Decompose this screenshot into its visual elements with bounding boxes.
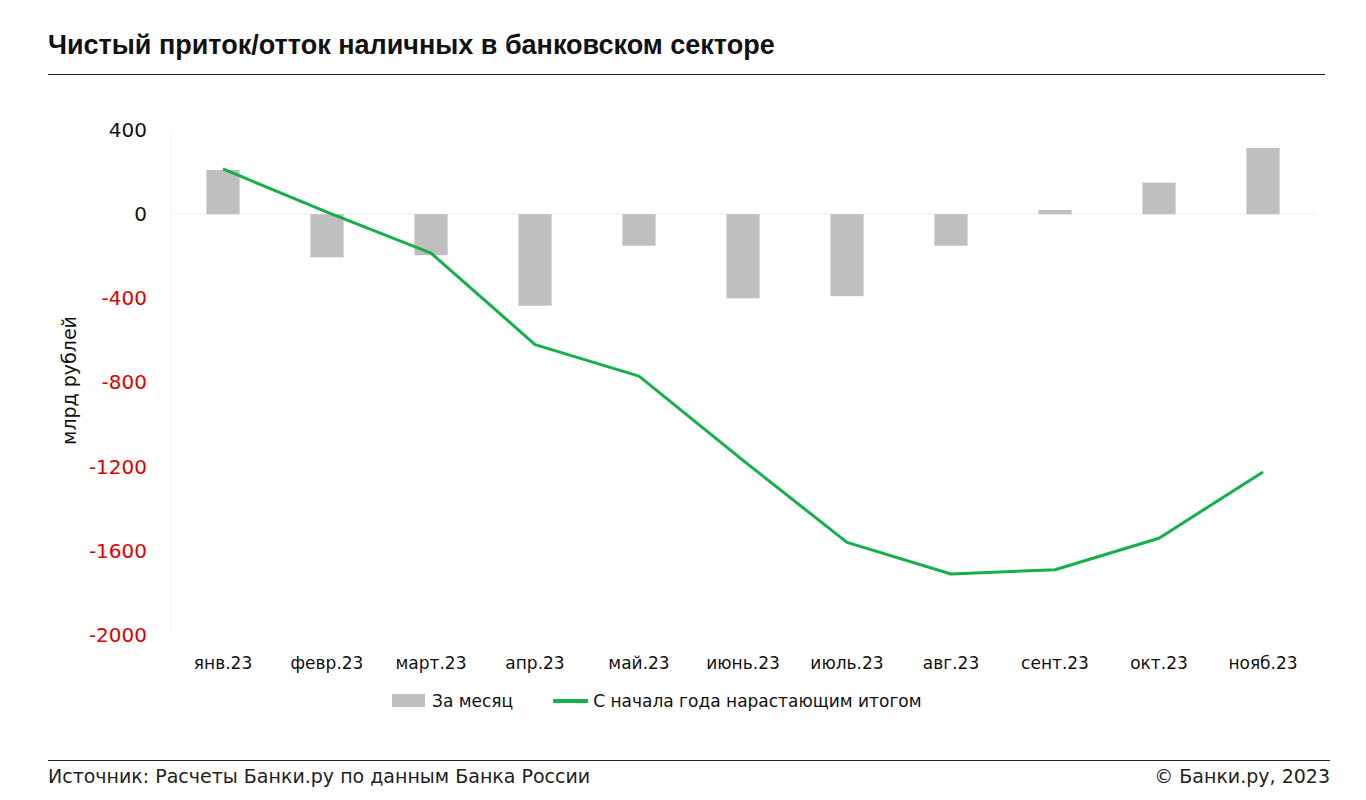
y-tick: -400 bbox=[102, 286, 171, 310]
x-tick-label: февр.23 bbox=[291, 653, 364, 673]
y-tick-label: -1200 bbox=[89, 455, 147, 479]
x-tick-label: сент.23 bbox=[1021, 653, 1089, 673]
legend-item: За месяц bbox=[392, 691, 513, 711]
x-tick: янв.23 bbox=[194, 635, 252, 673]
x-tick: июль.23 bbox=[810, 635, 883, 673]
bar bbox=[1246, 148, 1279, 214]
x-tick: нояб.23 bbox=[1228, 635, 1297, 673]
x-tick-label: окт.23 bbox=[1130, 653, 1188, 673]
y-tick: -2000 bbox=[89, 623, 171, 647]
y-tick-label: -2000 bbox=[89, 623, 147, 647]
x-axis: янв.23 февр.23 март.23 апр.23 май.23 июнь.23 и… bbox=[194, 635, 1298, 673]
x-tick-label: март.23 bbox=[396, 653, 467, 673]
legend-swatch bbox=[553, 699, 588, 703]
x-tick: июнь.23 bbox=[706, 635, 780, 673]
bar bbox=[1142, 183, 1175, 215]
bar bbox=[518, 214, 551, 306]
x-tick-label: апр.23 bbox=[505, 653, 564, 673]
x-tick: сент.23 bbox=[1021, 635, 1089, 673]
y-tick: -800 bbox=[102, 370, 171, 394]
y-tick-label: 400 bbox=[109, 118, 147, 142]
line bbox=[223, 169, 1263, 574]
x-tick-label: авг.23 bbox=[923, 653, 979, 673]
bar bbox=[934, 214, 967, 246]
copyright: © Банки.ру, 2023 bbox=[1154, 765, 1330, 787]
x-tick: февр.23 bbox=[291, 635, 364, 673]
plot-area bbox=[206, 148, 1279, 574]
y-tick-label: 0 bbox=[134, 202, 147, 226]
x-tick-label: нояб.23 bbox=[1228, 653, 1297, 673]
bar bbox=[726, 214, 759, 298]
footer-rule bbox=[48, 760, 1330, 761]
y-tick: -1600 bbox=[89, 539, 171, 563]
y-tick: -1200 bbox=[89, 455, 171, 479]
title: Чистый приток/отток наличных в банковско… bbox=[48, 30, 775, 60]
y-tick-label: -400 bbox=[102, 286, 147, 310]
y-tick-label: -1600 bbox=[89, 539, 147, 563]
x-tick-label: янв.23 bbox=[194, 653, 252, 673]
x-tick-label: июнь.23 bbox=[706, 653, 780, 673]
y-axis-line bbox=[171, 131, 172, 636]
legend-swatch bbox=[392, 694, 425, 707]
bar bbox=[310, 214, 343, 257]
x-tick-label: июль.23 bbox=[810, 653, 883, 673]
x-tick: окт.23 bbox=[1130, 635, 1188, 673]
legend-label: За месяц bbox=[432, 691, 513, 711]
x-tick: авг.23 bbox=[923, 635, 979, 673]
x-tick: апр.23 bbox=[505, 635, 564, 673]
y-tick: 0 bbox=[134, 202, 171, 226]
title-rule bbox=[48, 74, 1325, 75]
bar bbox=[206, 170, 239, 214]
y-axis-title: млрд рублей bbox=[58, 316, 80, 445]
legend-item: С начала года нарастающим итогом bbox=[553, 691, 921, 711]
bar bbox=[830, 214, 863, 296]
x-tick: май.23 bbox=[608, 635, 669, 673]
legend-label: С начала года нарастающим итогом bbox=[593, 691, 921, 711]
y-tick-label: -800 bbox=[102, 370, 147, 394]
bar bbox=[1038, 210, 1071, 214]
source: Источник: Расчеты Банки.ру по данным Бан… bbox=[48, 765, 590, 787]
bar bbox=[622, 214, 655, 246]
y-tick: 400 bbox=[109, 118, 171, 142]
x-tick: март.23 bbox=[396, 635, 467, 673]
y-axis: 400 0 -400 -800 -1200 -1600 -2000 bbox=[89, 118, 172, 647]
x-tick-label: май.23 bbox=[608, 653, 669, 673]
legend: За месяц С начала года нарастающим итогом bbox=[392, 691, 922, 711]
